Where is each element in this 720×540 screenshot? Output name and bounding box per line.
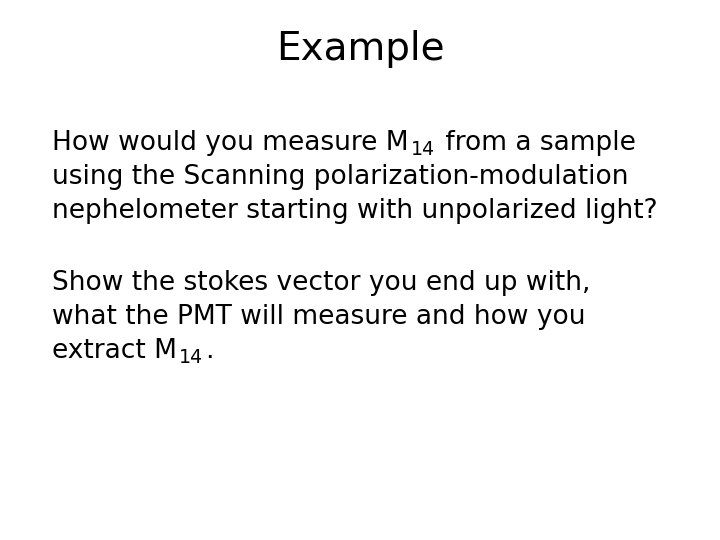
Text: extract M: extract M: [52, 338, 177, 364]
Text: Example: Example: [276, 30, 444, 68]
Text: How would you measure M: How would you measure M: [52, 130, 409, 156]
Text: 14: 14: [410, 140, 435, 159]
Text: using the Scanning polarization-modulation: using the Scanning polarization-modulati…: [52, 164, 629, 190]
Text: from a sample: from a sample: [437, 130, 636, 156]
Text: nephelometer starting with unpolarized light?: nephelometer starting with unpolarized l…: [52, 198, 657, 224]
Text: Show the stokes vector you end up with,: Show the stokes vector you end up with,: [52, 270, 590, 296]
Text: what the PMT will measure and how you: what the PMT will measure and how you: [52, 304, 585, 330]
Text: .: .: [205, 338, 214, 364]
Text: 14: 14: [179, 348, 203, 367]
